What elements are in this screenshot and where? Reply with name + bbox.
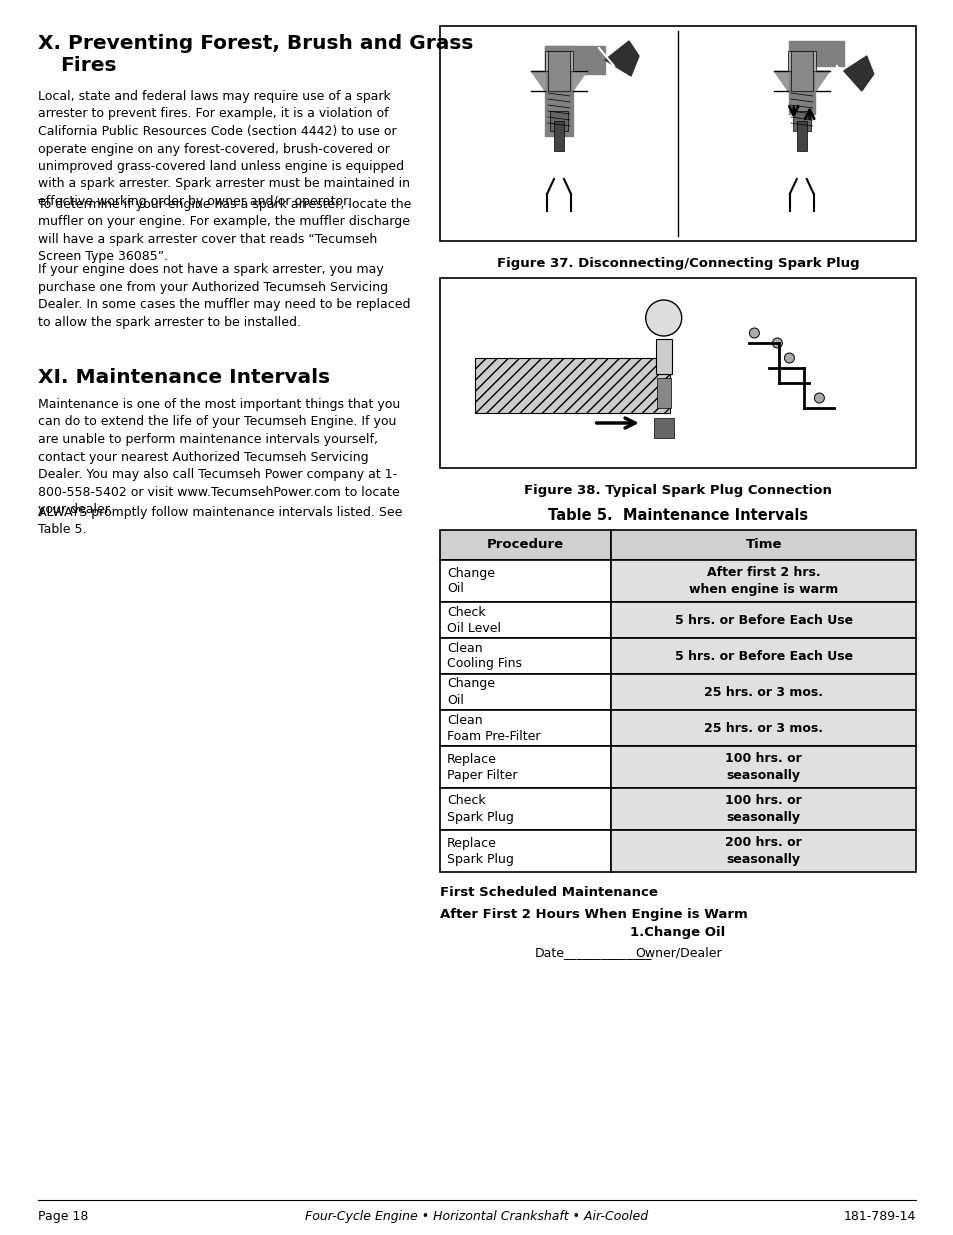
Circle shape xyxy=(772,338,781,348)
Bar xyxy=(611,530,915,559)
Text: Date______________: Date______________ xyxy=(535,946,652,960)
Text: Maintenance is one of the most important things that you
can do to extend the li: Maintenance is one of the most important… xyxy=(38,398,400,516)
Text: Page 18: Page 18 xyxy=(38,1210,89,1223)
Bar xyxy=(611,601,915,638)
Bar xyxy=(550,111,567,131)
Text: Local, state and federal laws may require use of a spark
arrester to prevent fir: Local, state and federal laws may requir… xyxy=(38,90,410,207)
Bar xyxy=(611,674,915,710)
Text: 5 hrs. or Before Each Use: 5 hrs. or Before Each Use xyxy=(674,614,852,626)
Text: Figure 37. Disconnecting/Connecting Spark Plug: Figure 37. Disconnecting/Connecting Spar… xyxy=(497,257,859,270)
Text: After First 2 Hours When Engine is Warm: After First 2 Hours When Engine is Warm xyxy=(439,908,747,921)
Polygon shape xyxy=(815,70,829,91)
Bar xyxy=(475,358,669,412)
Text: Replace
Paper Filter: Replace Paper Filter xyxy=(447,752,517,782)
Bar xyxy=(439,530,611,559)
Text: 100 hrs. or
seasonally: 100 hrs. or seasonally xyxy=(724,794,801,824)
Text: 100 hrs. or
seasonally: 100 hrs. or seasonally xyxy=(724,752,801,782)
Bar xyxy=(554,121,563,151)
Text: Change
Oil: Change Oil xyxy=(447,567,495,595)
Text: After first 2 hrs.
when engine is warm: After first 2 hrs. when engine is warm xyxy=(688,567,838,595)
Polygon shape xyxy=(773,70,787,91)
Text: Figure 38. Typical Spark Plug Connection: Figure 38. Typical Spark Plug Connection xyxy=(523,484,831,496)
Polygon shape xyxy=(842,56,873,91)
Bar xyxy=(656,378,670,408)
Bar xyxy=(439,638,611,674)
Text: Time: Time xyxy=(744,538,781,552)
Bar xyxy=(611,788,915,830)
Bar xyxy=(611,638,915,674)
Bar xyxy=(788,65,814,114)
Bar xyxy=(655,338,671,374)
Circle shape xyxy=(645,300,681,336)
Text: If your engine does not have a spark arrester, you may
purchase one from your Au: If your engine does not have a spark arr… xyxy=(38,263,410,329)
Bar xyxy=(544,46,573,136)
Text: X. Preventing Forest, Brush and Grass: X. Preventing Forest, Brush and Grass xyxy=(38,35,473,53)
Bar xyxy=(547,51,569,91)
Text: Four-Cycle Engine • Horizontal Crankshaft • Air-Cooled: Four-Cycle Engine • Horizontal Crankshaf… xyxy=(305,1210,648,1223)
Text: 25 hrs. or 3 mos.: 25 hrs. or 3 mos. xyxy=(703,721,822,735)
Text: Change
Oil: Change Oil xyxy=(447,678,495,706)
Bar xyxy=(792,111,810,131)
Circle shape xyxy=(749,329,759,338)
Bar xyxy=(790,51,812,91)
Circle shape xyxy=(814,393,823,403)
Text: Check
Oil Level: Check Oil Level xyxy=(447,605,500,635)
Text: Fires: Fires xyxy=(60,56,116,75)
Polygon shape xyxy=(531,70,544,91)
Text: 5 hrs. or Before Each Use: 5 hrs. or Before Each Use xyxy=(674,650,852,662)
Text: First Scheduled Maintenance: First Scheduled Maintenance xyxy=(439,885,658,899)
Text: 181-789-14: 181-789-14 xyxy=(842,1210,915,1223)
Bar xyxy=(439,601,611,638)
Bar xyxy=(439,559,611,601)
Bar xyxy=(544,46,604,74)
Text: Owner/Dealer: Owner/Dealer xyxy=(635,946,721,960)
Text: 25 hrs. or 3 mos.: 25 hrs. or 3 mos. xyxy=(703,685,822,699)
Text: Replace
Spark Plug: Replace Spark Plug xyxy=(447,836,514,866)
Polygon shape xyxy=(604,41,639,77)
Text: Procedure: Procedure xyxy=(487,538,563,552)
Text: XI. Maintenance Intervals: XI. Maintenance Intervals xyxy=(38,368,330,387)
Text: ALWAYS promptly follow maintenance intervals listed. See
Table 5.: ALWAYS promptly follow maintenance inter… xyxy=(38,505,402,536)
Text: Table 5.  Maintenance Intervals: Table 5. Maintenance Intervals xyxy=(547,508,807,522)
Text: Clean
Cooling Fins: Clean Cooling Fins xyxy=(447,641,521,671)
Text: To determine if your engine has a spark arrester, locate the
muffler on your eng: To determine if your engine has a spark … xyxy=(38,198,411,263)
Bar xyxy=(439,674,611,710)
Circle shape xyxy=(783,353,794,363)
Bar xyxy=(439,788,611,830)
Bar xyxy=(611,746,915,788)
Bar xyxy=(439,26,915,241)
Bar xyxy=(611,559,915,601)
Text: 1.Change Oil: 1.Change Oil xyxy=(630,926,725,939)
Bar xyxy=(787,51,815,70)
Text: Clean
Foam Pre-Filter: Clean Foam Pre-Filter xyxy=(447,714,540,742)
Text: Check
Spark Plug: Check Spark Plug xyxy=(447,794,514,824)
Bar xyxy=(439,710,611,746)
Polygon shape xyxy=(573,70,586,91)
Bar xyxy=(544,51,573,70)
Bar xyxy=(788,41,842,65)
Bar xyxy=(796,121,806,151)
Bar xyxy=(653,417,673,438)
Bar xyxy=(439,746,611,788)
Bar xyxy=(439,278,915,468)
Bar xyxy=(439,830,611,872)
Text: 200 hrs. or
seasonally: 200 hrs. or seasonally xyxy=(724,836,801,866)
Bar xyxy=(611,710,915,746)
Bar xyxy=(611,830,915,872)
